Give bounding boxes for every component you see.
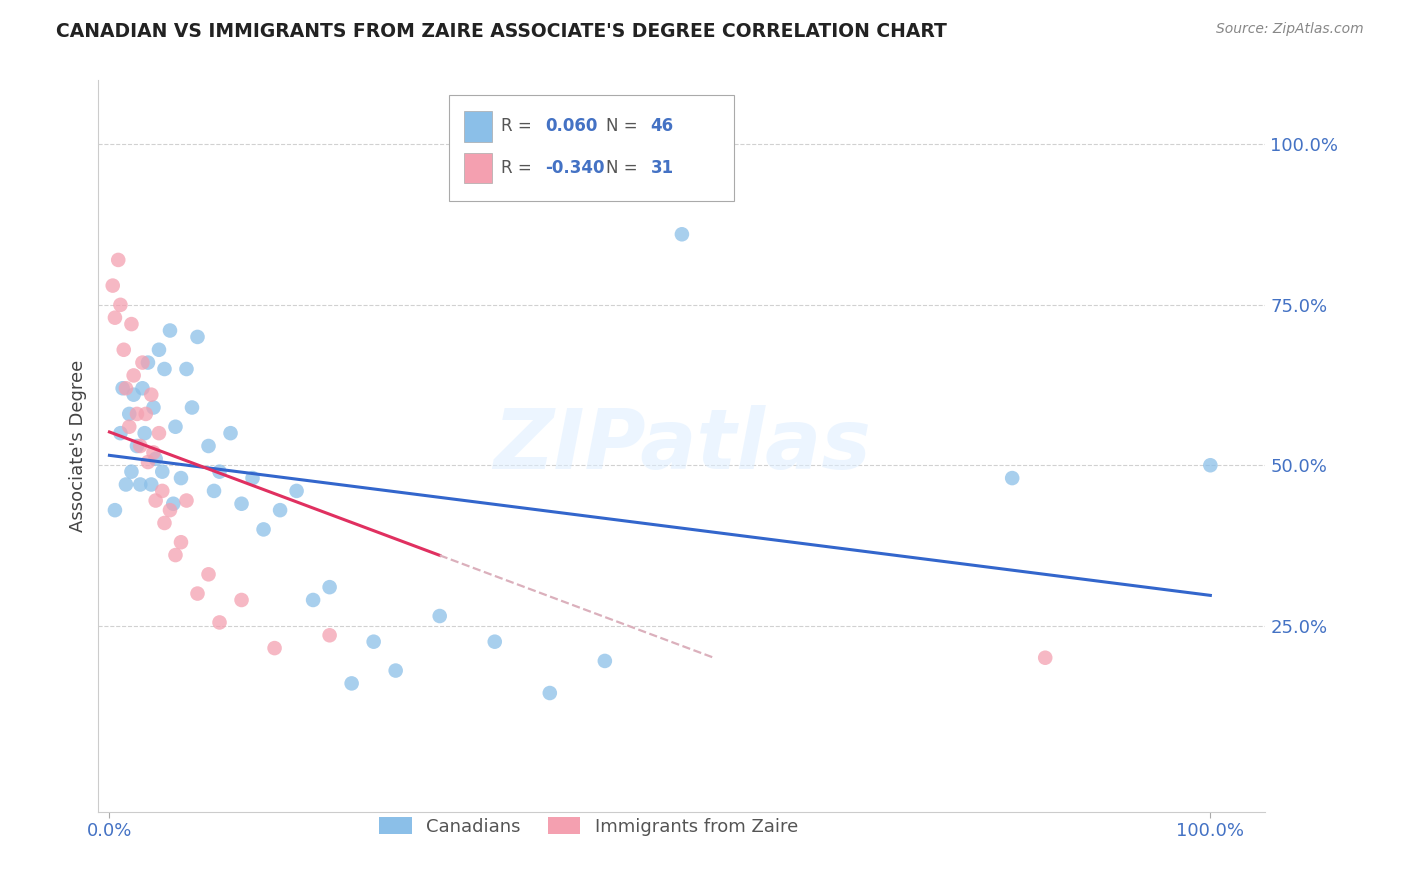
Point	[142, 445, 165, 459]
Text: R =: R =	[501, 118, 537, 136]
Point	[538, 686, 561, 700]
Point	[176, 362, 198, 376]
Point	[429, 609, 451, 624]
Point	[141, 477, 163, 491]
Point	[162, 497, 184, 511]
Text: -0.340: -0.340	[546, 159, 605, 177]
Point	[231, 497, 253, 511]
Point	[145, 451, 167, 466]
Point	[242, 471, 264, 485]
Point	[202, 483, 225, 498]
Point	[484, 634, 506, 648]
Point	[170, 535, 193, 549]
Point	[153, 362, 176, 376]
Text: 0.060: 0.060	[546, 118, 598, 136]
Point	[363, 634, 385, 648]
Point	[129, 439, 152, 453]
Point	[148, 343, 170, 357]
Point	[671, 227, 693, 242]
Point	[115, 477, 138, 491]
Point	[107, 252, 129, 267]
Point	[125, 407, 148, 421]
Point	[197, 439, 219, 453]
Point	[112, 343, 135, 357]
Point	[593, 654, 616, 668]
Point	[111, 381, 134, 395]
Point	[118, 419, 141, 434]
Point	[1033, 650, 1056, 665]
Point	[148, 426, 170, 441]
Point	[101, 278, 124, 293]
Text: N =: N =	[606, 118, 643, 136]
Point	[134, 426, 156, 441]
Point	[122, 387, 145, 401]
Point	[1199, 458, 1222, 473]
FancyBboxPatch shape	[464, 111, 492, 142]
Point	[122, 368, 145, 383]
Point	[285, 483, 308, 498]
Point	[219, 426, 242, 441]
Point	[318, 628, 340, 642]
Point	[384, 664, 406, 678]
Point	[181, 401, 204, 415]
Point	[145, 493, 167, 508]
Point	[110, 298, 132, 312]
Point	[110, 426, 132, 441]
Point	[141, 387, 163, 401]
Point	[302, 593, 325, 607]
Point	[120, 465, 142, 479]
Point	[136, 355, 159, 369]
Point	[153, 516, 176, 530]
Point	[340, 676, 363, 690]
Point	[165, 419, 187, 434]
FancyBboxPatch shape	[449, 95, 734, 201]
Point	[186, 586, 208, 600]
Point	[263, 641, 285, 656]
Point	[186, 330, 208, 344]
Text: N =: N =	[606, 159, 643, 177]
Point	[208, 465, 231, 479]
Point	[1001, 471, 1024, 485]
Point	[125, 439, 148, 453]
Point	[159, 324, 181, 338]
Point	[115, 381, 138, 395]
Point	[131, 381, 153, 395]
FancyBboxPatch shape	[464, 153, 492, 184]
Point	[142, 401, 165, 415]
Text: ZIPatlas: ZIPatlas	[494, 406, 870, 486]
Text: 31: 31	[651, 159, 673, 177]
Point	[150, 465, 173, 479]
Text: R =: R =	[501, 159, 537, 177]
Point	[104, 310, 127, 325]
Point	[176, 493, 198, 508]
Point	[104, 503, 127, 517]
Point	[197, 567, 219, 582]
Point	[318, 580, 340, 594]
Point	[165, 548, 187, 562]
Point	[131, 355, 153, 369]
Text: CANADIAN VS IMMIGRANTS FROM ZAIRE ASSOCIATE'S DEGREE CORRELATION CHART: CANADIAN VS IMMIGRANTS FROM ZAIRE ASSOCI…	[56, 22, 948, 41]
Text: Source: ZipAtlas.com: Source: ZipAtlas.com	[1216, 22, 1364, 37]
Point	[120, 317, 142, 331]
Point	[252, 523, 274, 537]
Y-axis label: Associate's Degree: Associate's Degree	[69, 359, 87, 533]
Point	[135, 407, 157, 421]
Point	[136, 455, 159, 469]
Point	[118, 407, 141, 421]
Point	[170, 471, 193, 485]
Point	[129, 477, 152, 491]
Point	[159, 503, 181, 517]
Legend: Canadians, Immigrants from Zaire: Canadians, Immigrants from Zaire	[373, 810, 806, 843]
Text: 46: 46	[651, 118, 673, 136]
Point	[231, 593, 253, 607]
Point	[208, 615, 231, 630]
Point	[269, 503, 291, 517]
Point	[150, 483, 173, 498]
